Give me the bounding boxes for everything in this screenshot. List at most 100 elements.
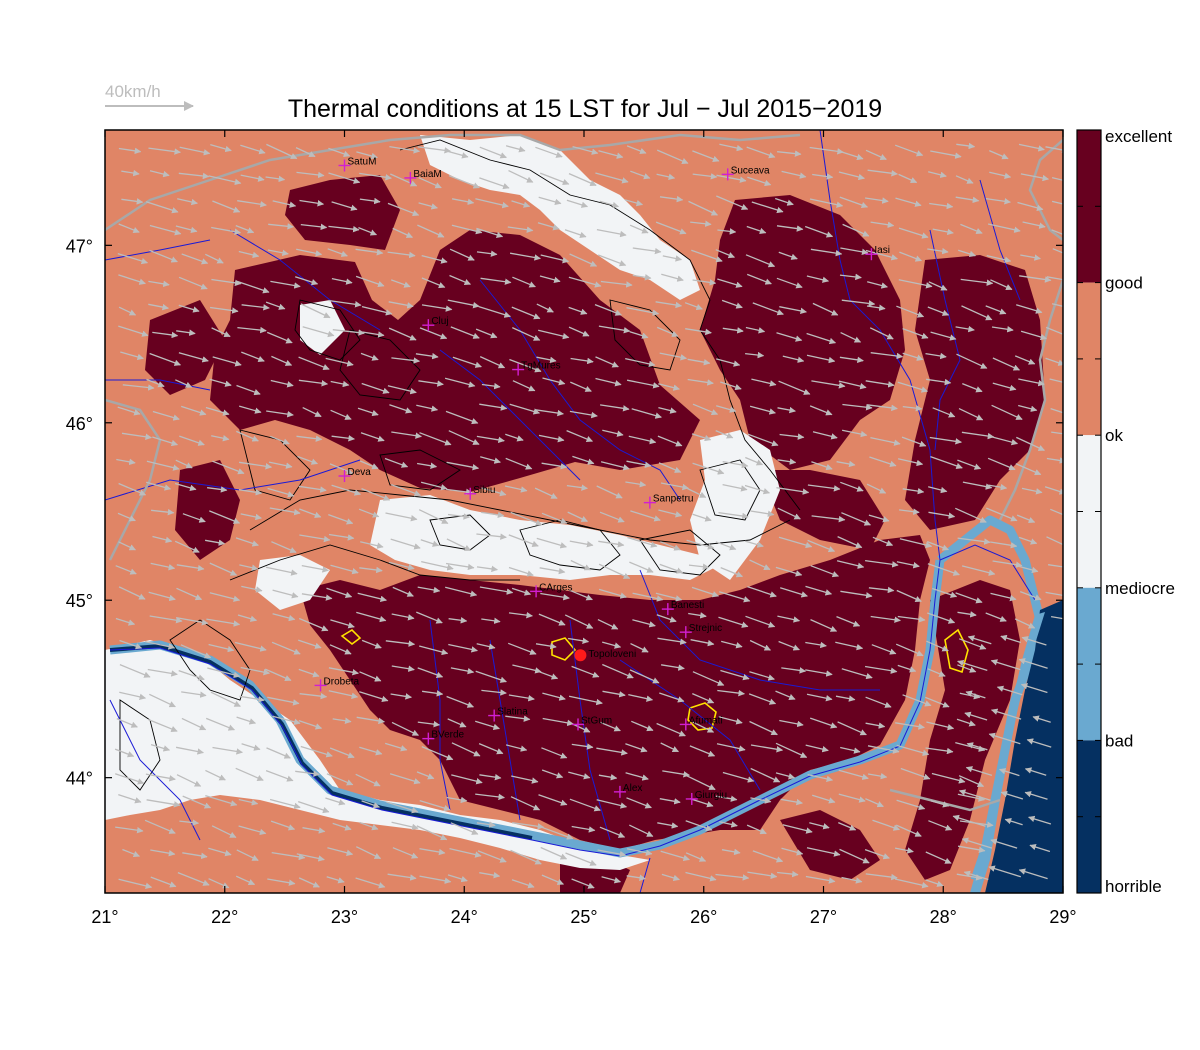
wind-arrow: [990, 708, 1022, 720]
wind-arrow: [722, 460, 749, 469]
wind-arrow: [961, 565, 996, 576]
wind-arrow: [987, 457, 1016, 471]
wind-arrow: [625, 481, 647, 488]
wind-arrow: [207, 667, 241, 678]
wind-arrow: [596, 485, 623, 499]
wind-arrow: [955, 592, 983, 604]
wind-arrow: [447, 874, 468, 883]
wind-arrow: [481, 689, 507, 696]
wind-arrow: [241, 743, 261, 751]
wind-arrow: [1000, 634, 1021, 644]
wind-arrow: [542, 717, 574, 727]
wind-arrow: [121, 198, 144, 205]
wind-arrow: [481, 487, 507, 497]
wind-arrow: [571, 665, 600, 678]
wind-arrow: [987, 435, 1019, 446]
wind-arrow: [841, 512, 871, 526]
wind-arrow: [298, 356, 330, 371]
wind-arrow: [722, 483, 748, 492]
wind-arrow: [870, 352, 904, 360]
wind-arrow: [659, 352, 688, 361]
city-label: Suceava: [731, 165, 770, 176]
wind-arrow: [805, 669, 833, 677]
wind-arrow: [1044, 486, 1063, 495]
wind-arrow: [568, 771, 591, 780]
wind-arrow: [509, 358, 542, 373]
wind-arrow: [781, 667, 807, 674]
wind-arrow: [750, 797, 772, 804]
wind-arrow: [899, 538, 933, 549]
wind-arrow: [265, 566, 298, 576]
wind-arrow: [840, 481, 864, 492]
wind-arrow: [359, 821, 379, 831]
wind-arrow: [992, 357, 1020, 371]
wind-arrow: [841, 668, 873, 680]
wind-arrow: [511, 306, 541, 320]
wind-arrow: [267, 696, 300, 706]
wind-arrow: [1050, 615, 1063, 620]
wind-arrow: [809, 198, 844, 208]
wind-arrow: [930, 800, 950, 808]
wind-arrow: [1019, 590, 1042, 601]
wind-arrow: [812, 302, 839, 316]
wind-arrow: [238, 489, 263, 496]
wind-arrow: [539, 275, 561, 284]
wind-arrow: [391, 357, 421, 364]
wind-arrow: [330, 619, 355, 629]
wind-arrow: [776, 487, 810, 495]
wind-arrow: [358, 508, 380, 518]
wind-arrow: [992, 382, 1017, 392]
wind-arrow: [925, 879, 944, 887]
wind-arrow: [182, 513, 206, 523]
wind-arrow: [507, 226, 534, 233]
wind-arrow: [361, 382, 390, 394]
wind-arrow: [955, 325, 975, 333]
wind-arrow: [385, 742, 408, 752]
wind-arrow: [540, 592, 570, 601]
wind-arrow: [272, 200, 297, 208]
wind-arrow: [266, 143, 298, 160]
wind-arrow: [868, 586, 895, 594]
wind-arrow: [840, 247, 869, 256]
wind-arrow: [839, 356, 864, 364]
lon-tick-label: 23°: [331, 907, 358, 927]
wind-arrow: [359, 566, 383, 574]
wind-arrow: [570, 357, 594, 365]
wind-arrow: [180, 644, 212, 659]
wind-arrow: [417, 146, 451, 154]
wind-arrow: [629, 669, 660, 684]
wind-arrow: [511, 200, 531, 208]
wind-arrow: [750, 744, 784, 753]
lon-tick-label: 22°: [211, 907, 238, 927]
wind-arrow: [925, 851, 952, 864]
wind-arrow: [355, 275, 385, 288]
wind-arrow: [444, 377, 476, 388]
wind-arrow: [571, 825, 596, 833]
wind-arrow: [715, 795, 738, 802]
wind-arrow: [655, 592, 683, 602]
wind-arrow: [928, 281, 948, 291]
wind-arrow: [419, 875, 452, 884]
city-markers: SatuM BaiaM Suceava Iasi Cluj TgMures Deva Sibi…: [314, 156, 890, 805]
wind-arrow: [446, 461, 480, 471]
wind-reference-legend: 40km/h: [105, 82, 194, 111]
wind-arrow: [391, 721, 419, 736]
wind-arrow: [178, 172, 210, 180]
wind-arrow: [927, 612, 956, 624]
wind-arrow: [174, 540, 200, 553]
wind-arrow: [476, 227, 504, 238]
wind-arrow: [416, 462, 438, 469]
wind-arrow: [872, 819, 901, 831]
wind-arrow: [781, 170, 807, 179]
wind-arrow: [152, 331, 179, 339]
wind-arrow: [782, 355, 805, 363]
wind-arrow: [600, 721, 621, 732]
wind-arrow: [958, 638, 987, 650]
lon-tick-label: 28°: [930, 907, 957, 927]
wind-arrow: [632, 247, 662, 255]
wind-arrow: [541, 769, 564, 779]
wind-arrow: [420, 539, 440, 547]
wind-arrow: [270, 280, 301, 289]
wind-arrow: [182, 852, 208, 860]
wind-arrow: [627, 536, 658, 548]
